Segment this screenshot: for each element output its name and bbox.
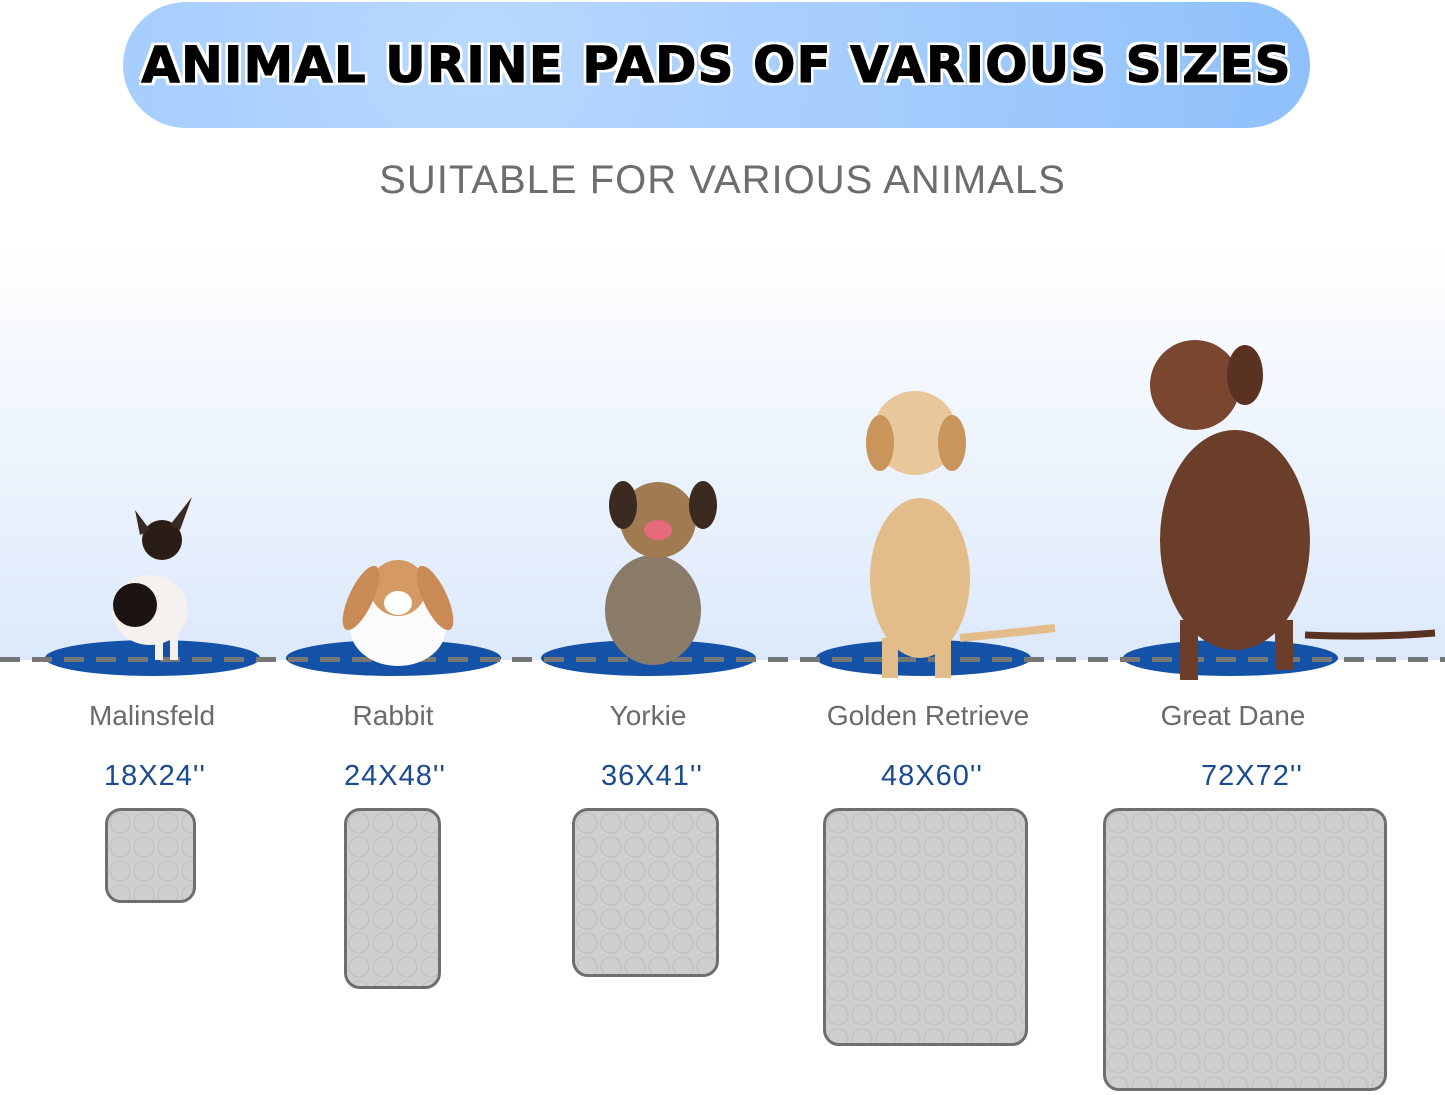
chihuahua-image <box>112 497 192 660</box>
pad-size: 24X48'' <box>344 760 446 792</box>
pad-image-yorkie <box>572 808 719 977</box>
dashed-ground-line <box>0 657 1445 662</box>
animal-label: Yorkie <box>609 700 687 731</box>
title-banner: ANIMAL URINE PADS OF VARIOUS SIZES <box>123 2 1310 128</box>
pad-image-small <box>105 808 196 903</box>
animal-label: Malinsfeld <box>88 700 216 731</box>
banner-title: ANIMAL URINE PADS OF VARIOUS SIZES <box>141 36 1292 95</box>
pad-image-great-dane <box>1103 808 1387 1091</box>
yorkie-image <box>605 481 717 665</box>
great-dane-image <box>1150 340 1436 680</box>
pad-size: 36X41'' <box>601 760 703 792</box>
rabbit-image <box>342 560 454 666</box>
pad-size: 48X60'' <box>881 760 983 792</box>
animal-label: Great Dane <box>1160 700 1306 731</box>
pad-size: 72X72'' <box>1201 760 1303 792</box>
animal-label: Rabbit <box>352 700 434 731</box>
pad-image-golden <box>823 808 1028 1046</box>
pad-image-rabbit <box>344 808 441 989</box>
golden-retriever-image <box>866 391 1056 678</box>
pad-size: 18X24'' <box>104 760 206 792</box>
subtitle: SUITABLE FOR VARIOUS ANIMALS <box>379 158 1066 202</box>
animal-label: Golden Retrieve <box>826 700 1030 731</box>
